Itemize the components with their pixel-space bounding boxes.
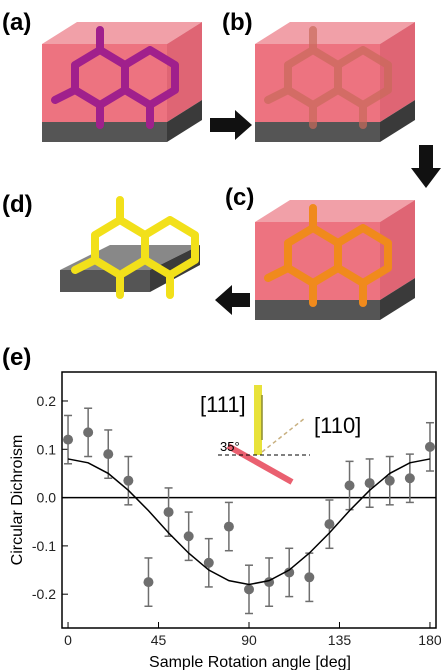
x-tick-label: 90 bbox=[241, 632, 257, 648]
inset: [111] [110] 35° bbox=[200, 385, 361, 485]
y-axis-label: Circular Dichroism bbox=[9, 435, 26, 566]
point bbox=[203, 557, 214, 568]
panel-label: (b) bbox=[222, 9, 253, 36]
point bbox=[344, 480, 355, 491]
point bbox=[63, 434, 74, 445]
y-tick-label: -0.1 bbox=[32, 538, 56, 554]
panel-label: (a) bbox=[2, 9, 31, 36]
point bbox=[183, 531, 194, 542]
point bbox=[384, 475, 395, 486]
point bbox=[284, 567, 295, 578]
y-tick-label: 0.1 bbox=[37, 441, 57, 457]
x-tick-label: 180 bbox=[418, 632, 441, 648]
panel-d: (d) bbox=[2, 191, 200, 295]
point bbox=[163, 507, 174, 518]
x-tick-label: 0 bbox=[64, 632, 72, 648]
y-tick-label: -0.2 bbox=[32, 586, 56, 602]
y-tick-label: 0.0 bbox=[37, 490, 57, 506]
annotation: [110] bbox=[314, 413, 361, 438]
arrows bbox=[210, 110, 441, 315]
x-tick-label: 45 bbox=[151, 632, 167, 648]
x-axis-label: Sample Rotation angle [deg] bbox=[149, 654, 351, 670]
point bbox=[324, 519, 335, 530]
point bbox=[424, 441, 435, 452]
fit-line bbox=[67, 458, 431, 586]
point bbox=[223, 521, 234, 532]
point bbox=[143, 577, 154, 588]
panel-label: (c) bbox=[225, 184, 254, 211]
point bbox=[103, 449, 114, 460]
annotation: [111] bbox=[200, 392, 246, 417]
point bbox=[364, 478, 375, 489]
panel-label: (e) bbox=[2, 344, 31, 371]
point bbox=[123, 475, 134, 486]
point bbox=[304, 572, 315, 583]
point bbox=[404, 473, 415, 484]
x-tick-label: 135 bbox=[328, 632, 352, 648]
y-tick-label: 0.2 bbox=[37, 393, 57, 409]
point bbox=[244, 584, 254, 595]
panel-b: (b) bbox=[222, 9, 415, 142]
panel-label: (d) bbox=[2, 191, 33, 218]
panel-a: (a) bbox=[2, 9, 202, 142]
annotation: 35° bbox=[220, 439, 240, 454]
panel-c: (c) bbox=[225, 184, 415, 320]
point bbox=[83, 427, 94, 438]
